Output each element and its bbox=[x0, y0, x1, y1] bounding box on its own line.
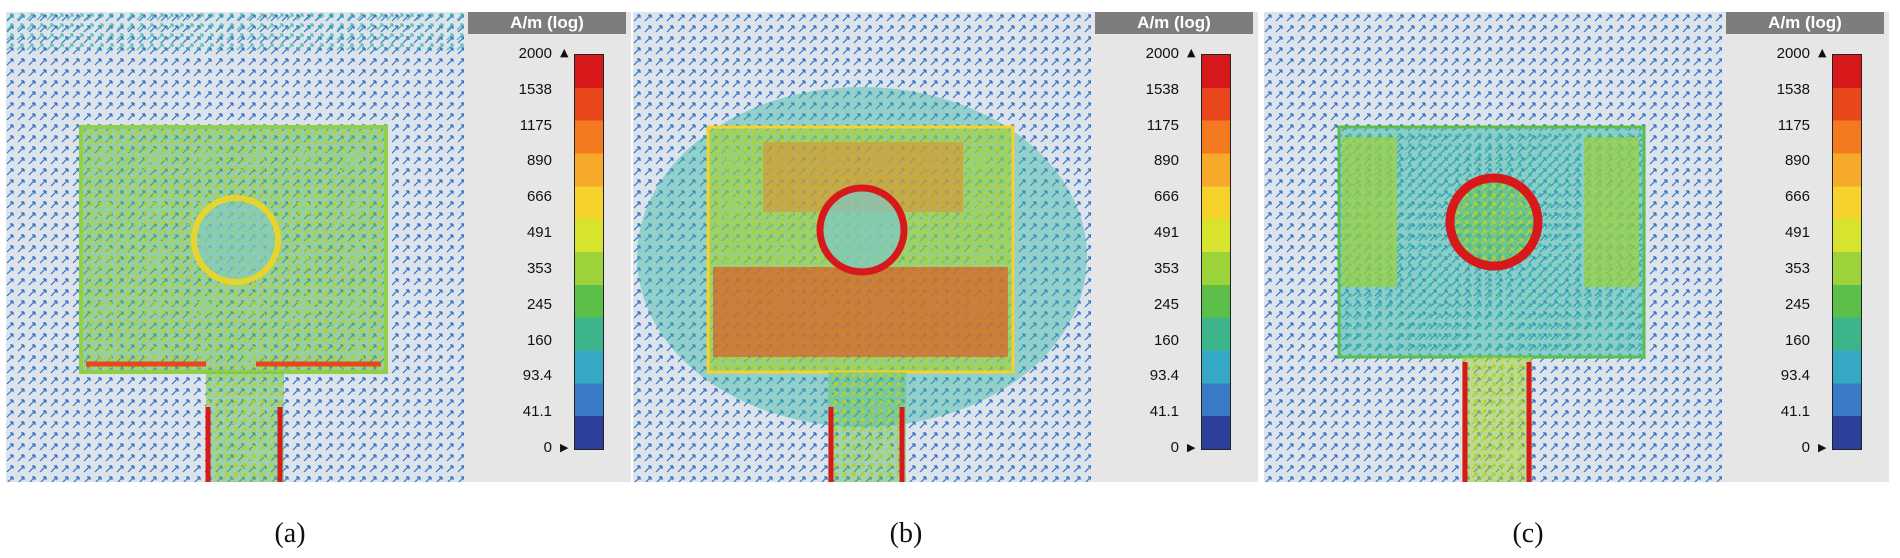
tick-label: 0 bbox=[1801, 439, 1810, 456]
min-marker-icon-b: ▶ bbox=[1187, 441, 1196, 454]
tick-label: 0 bbox=[1170, 439, 1179, 456]
colorbar-a bbox=[574, 54, 604, 450]
tick-label: 160 bbox=[1784, 331, 1810, 349]
tick-label: 666 bbox=[526, 188, 552, 206]
min-marker-icon-c: ▶ bbox=[1818, 441, 1827, 454]
legend-title-b: A/m (log) bbox=[1095, 12, 1253, 34]
tick-label: 491 bbox=[1784, 224, 1810, 242]
panel-a: A/m (log) 2000 1538 1175 890 666 491 353 245 160… bbox=[6, 12, 631, 482]
tick-label: 41.1 bbox=[1149, 403, 1179, 421]
legend-title-a: A/m (log) bbox=[468, 12, 626, 34]
tick-label: 2000 bbox=[1776, 45, 1810, 62]
colorbar-legend-b: A/m (log) 2000 1538 1175 890 666 491 353 245 160… bbox=[1091, 12, 1258, 482]
tick-label: 1175 bbox=[1146, 116, 1179, 134]
tick-label: 0 bbox=[543, 439, 552, 456]
panel-caption-b: (b) bbox=[889, 518, 923, 549]
tick-label: 353 bbox=[1153, 259, 1179, 277]
tick-label: 491 bbox=[526, 224, 552, 242]
tick-label: 93.4 bbox=[522, 367, 552, 385]
panel-b: A/m (log) 2000 1538 1175 890 666 491 353 245 160… bbox=[633, 12, 1258, 482]
tick-label: 41.1 bbox=[522, 403, 552, 421]
tick-label: 2000 bbox=[518, 45, 552, 62]
tick-label: 666 bbox=[1153, 188, 1179, 206]
tick-label: 41.1 bbox=[1780, 403, 1810, 421]
tick-label: 245 bbox=[1784, 295, 1810, 313]
tick-label: 93.4 bbox=[1149, 367, 1179, 385]
max-marker-icon-b: ▲ bbox=[1187, 46, 1196, 59]
tick-label: 890 bbox=[526, 152, 552, 170]
max-marker-icon-c: ▲ bbox=[1818, 46, 1827, 59]
tick-label: 245 bbox=[1153, 295, 1179, 313]
field-plot-c bbox=[1264, 12, 1722, 482]
panel-caption-c: (c) bbox=[1512, 518, 1544, 549]
tick-label: 2000 bbox=[1145, 45, 1179, 62]
tick-label: 666 bbox=[1784, 188, 1810, 206]
min-marker-icon-a: ▶ bbox=[560, 441, 569, 454]
colorbar-legend-c: A/m (log) 2000 1538 1175 890 666 491 353 245 160… bbox=[1722, 12, 1889, 482]
tick-label: 890 bbox=[1153, 152, 1179, 170]
tick-label: 160 bbox=[1153, 331, 1179, 349]
tick-label: 353 bbox=[526, 259, 552, 277]
colorbar-legend-a: A/m (log) 2000 1538 1175 890 666 491 353 245 160… bbox=[464, 12, 631, 482]
max-marker-icon-a: ▲ bbox=[560, 46, 569, 59]
tick-label: 245 bbox=[526, 295, 552, 313]
tick-label: 1538 bbox=[1145, 80, 1179, 98]
legend-title-c: A/m (log) bbox=[1726, 12, 1884, 34]
colorbar-c bbox=[1832, 54, 1862, 450]
tick-label: 160 bbox=[526, 331, 552, 349]
tick-label: 1175 bbox=[1777, 116, 1810, 134]
tick-label: 1538 bbox=[1776, 80, 1810, 98]
field-plot-b bbox=[633, 12, 1091, 482]
tick-label: 353 bbox=[1784, 259, 1810, 277]
tick-label: 93.4 bbox=[1780, 367, 1810, 385]
tick-label: 1538 bbox=[518, 80, 552, 98]
tick-label: 1175 bbox=[519, 116, 552, 134]
colorbar-b bbox=[1201, 54, 1231, 450]
panel-caption-a: (a) bbox=[274, 518, 306, 549]
field-plot-a bbox=[6, 12, 464, 482]
tick-label: 491 bbox=[1153, 224, 1179, 242]
tick-label: 890 bbox=[1784, 152, 1810, 170]
panel-c: A/m (log) 2000 1538 1175 890 666 491 353 245 160… bbox=[1264, 12, 1889, 482]
